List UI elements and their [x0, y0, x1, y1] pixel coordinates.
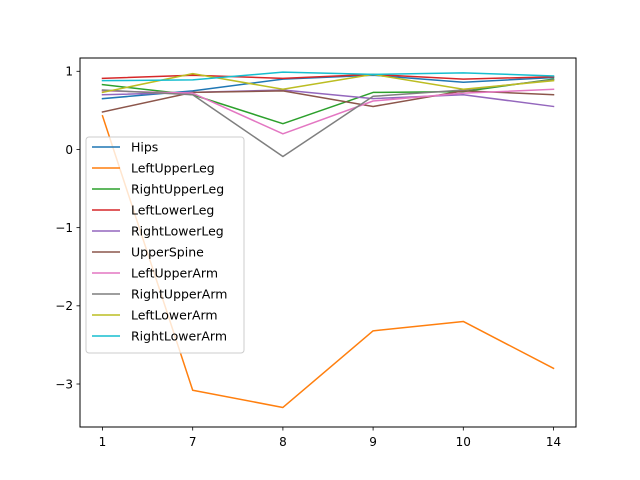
legend-label-upperspine: UpperSpine	[131, 245, 204, 260]
legend-label-leftlowerarm: LeftLowerArm	[131, 308, 218, 323]
x-tick-label: 10	[456, 435, 471, 449]
series-line-leftlowerarm	[101, 72, 555, 94]
series-line-leftupperarm	[101, 88, 555, 135]
series-line-upperspine	[101, 90, 555, 113]
series-line-rightlowerarm	[101, 71, 555, 82]
legend-label-rightlowerarm: RightLowerArm	[131, 329, 227, 344]
x-tick-label: 14	[546, 435, 561, 449]
legend-label-rightupperarm: RightUpperArm	[131, 287, 227, 302]
legend-label-leftupperleg: LeftUpperLeg	[131, 161, 215, 176]
legend-label-rightupperleg: RightUpperLeg	[131, 182, 224, 197]
y-tick-label: 1	[65, 65, 73, 79]
y-axis: 1 0 −1 −2 −3	[55, 65, 80, 391]
x-tick-label: 9	[369, 435, 377, 449]
plot-frame	[79, 57, 577, 428]
x-tick-label: 1	[99, 435, 107, 449]
legend-label-hips: Hips	[131, 140, 158, 155]
legend: Hips LeftUpperLeg RightUpperLeg LeftLowerLe…	[85, 136, 245, 354]
y-tick-label: −3	[55, 377, 73, 391]
y-tick-label: −1	[55, 221, 73, 235]
y-tick-label: −2	[55, 299, 73, 313]
x-axis: 1 7 8 9 10 14	[99, 427, 561, 449]
y-tick-label: 0	[65, 143, 73, 157]
legend-label-leftlowerleg: LeftLowerLeg	[131, 203, 214, 218]
x-tick-label: 8	[279, 435, 287, 449]
x-tick-label: 7	[189, 435, 197, 449]
legend-box	[85, 136, 245, 354]
legend-label-leftupperarm: LeftUpperArm	[131, 266, 218, 281]
legend-label-rightlowerleg: RightLowerLeg	[131, 224, 224, 239]
series-line-leftlowerleg	[101, 73, 555, 80]
